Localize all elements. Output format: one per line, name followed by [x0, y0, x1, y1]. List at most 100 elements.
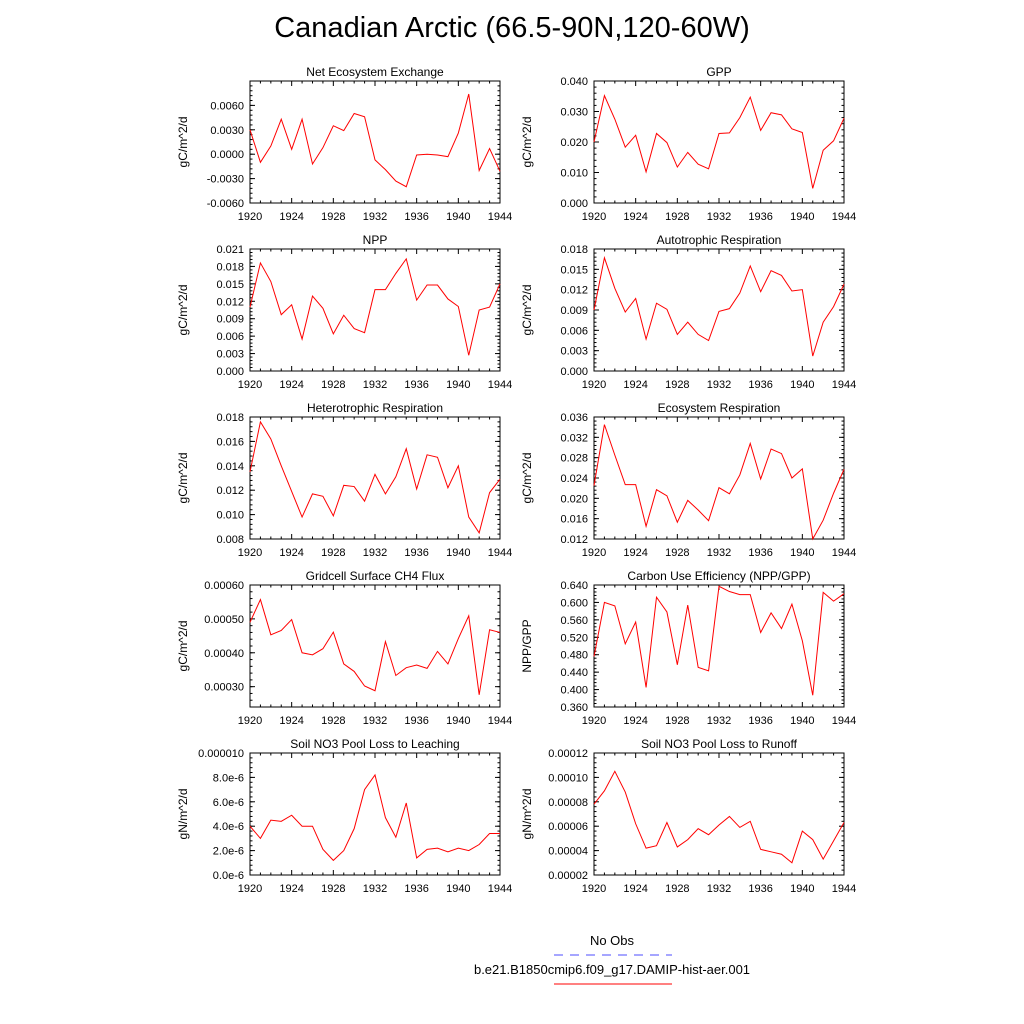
- panel-carbon-use-efficiency-npp-gpp-ytick-label: 0.600: [560, 597, 588, 609]
- panel-autotrophic-respiration-ylabel: gC/m^2/d: [520, 285, 534, 336]
- panel-heterotrophic-respiration-ytick-label: 0.014: [216, 461, 244, 473]
- panel-gpp-xtick-label: 1932: [707, 211, 731, 223]
- panel-soil-no3-pool-loss-to-runoff-xtick-label: 1936: [748, 883, 772, 895]
- panel-autotrophic-respiration-ytick-label: 0.012: [560, 285, 588, 297]
- panel-soil-no3-pool-loss-to-leaching-ytick-label: 2.0e-6: [213, 846, 244, 858]
- panel-gridcell-surface-ch4-flux-xtick-label: 1936: [404, 715, 428, 727]
- panel-heterotrophic-respiration-xtick-label: 1940: [446, 547, 470, 559]
- panel-npp-xtick-label: 1928: [321, 379, 345, 391]
- panel-gridcell-surface-ch4-flux-xtick-label: 1932: [363, 715, 387, 727]
- panel-soil-no3-pool-loss-to-leaching-xtick-label: 1932: [363, 883, 387, 895]
- panel-npp-frame: [249, 248, 501, 372]
- panel-heterotrophic-respiration-ytick-label: 0.010: [216, 510, 244, 522]
- panel-carbon-use-efficiency-npp-gpp-ylabel: NPP/GPP: [520, 619, 534, 672]
- panel-soil-no3-pool-loss-to-leaching-xtick-label: 1920: [238, 883, 262, 895]
- panel-soil-no3-pool-loss-to-runoff-ytick-label: 0.00004: [548, 846, 588, 858]
- panel-net-ecosystem-exchange-xtick-label: 1924: [279, 211, 303, 223]
- panel-ecosystem-respiration-ytick-label: 0.024: [560, 473, 588, 485]
- panel-npp-xtick-label: 1920: [238, 379, 262, 391]
- panel-ecosystem-respiration-ytick-label: 0.036: [560, 412, 588, 424]
- panel-soil-no3-pool-loss-to-runoff-xtick-label: 1928: [665, 883, 689, 895]
- panel-npp-series-line: [249, 257, 501, 356]
- panel-soil-no3-pool-loss-to-runoff-ylabel: gN/m^2/d: [520, 789, 534, 840]
- panel-gridcell-surface-ch4-flux: Gridcell Surface CH4 Flux gC/m^2/d 1920 192…: [176, 569, 512, 727]
- legend-label-model: b.e21.B1850cmip6.f09_g17.DAMIP-hist-aer.…: [474, 962, 750, 977]
- panel-soil-no3-pool-loss-to-runoff-frame: [593, 752, 845, 876]
- panel-net-ecosystem-exchange-ytick-label: -0.0030: [207, 174, 244, 186]
- panel-autotrophic-respiration-ytick-label: 0.003: [560, 346, 588, 358]
- panel-autotrophic-respiration-ytick-label: 0.009: [560, 305, 588, 317]
- panel-soil-no3-pool-loss-to-runoff-xtick-label: 1940: [790, 883, 814, 895]
- panel-soil-no3-pool-loss-to-runoff-xtick-label: 1920: [582, 883, 606, 895]
- legend: No Obs b.e21.B1850cmip6.f09_g17.DAMIP-his…: [474, 933, 750, 985]
- panel-carbon-use-efficiency-npp-gpp-ytick-label: 0.480: [560, 650, 588, 662]
- panel-autotrophic-respiration-title: Autotrophic Respiration: [657, 233, 782, 247]
- panel-npp-xtick-label: 1940: [446, 379, 470, 391]
- panel-heterotrophic-respiration-xtick-label: 1928: [321, 547, 345, 559]
- panel-heterotrophic-respiration-ylabel: gC/m^2/d: [176, 453, 190, 504]
- panel-gridcell-surface-ch4-flux-series-line: [249, 598, 501, 695]
- panel-npp-ytick-label: 0.021: [216, 244, 244, 256]
- panel-heterotrophic-respiration-xtick-label: 1924: [279, 547, 303, 559]
- panel-gridcell-surface-ch4-flux-ytick-label: 0.00040: [204, 648, 244, 660]
- panel-heterotrophic-respiration-xtick-label: 1920: [238, 547, 262, 559]
- panel-gpp-ylabel: gC/m^2/d: [520, 117, 534, 168]
- panel-heterotrophic-respiration-ytick-label: 0.016: [216, 436, 244, 448]
- panel-gridcell-surface-ch4-flux-xtick-label: 1920: [238, 715, 262, 727]
- panel-gridcell-surface-ch4-flux-xtick-label: 1928: [321, 715, 345, 727]
- panel-soil-no3-pool-loss-to-leaching-ytick-label: 4.0e-6: [213, 821, 244, 833]
- panel-net-ecosystem-exchange: Net Ecosystem Exchange gC/m^2/d 1920 1924 19…: [176, 65, 512, 223]
- panel-autotrophic-respiration-ytick-label: 0.018: [560, 244, 588, 256]
- panel-autotrophic-respiration-ytick-label: 0.006: [560, 325, 588, 337]
- panel-heterotrophic-respiration-title: Heterotrophic Respiration: [307, 401, 443, 415]
- panel-npp-xtick-label: 1932: [363, 379, 387, 391]
- panel-ecosystem-respiration-ytick-label: 0.016: [560, 514, 588, 526]
- panel-soil-no3-pool-loss-to-leaching: Soil NO3 Pool Loss to Leaching gN/m^2/d 19…: [176, 737, 512, 895]
- panel-soil-no3-pool-loss-to-leaching-frame: [249, 752, 501, 876]
- panel-ecosystem-respiration-series-line: [593, 424, 845, 541]
- panel-soil-no3-pool-loss-to-runoff: Soil NO3 Pool Loss to Runoff gN/m^2/d 1920…: [520, 737, 856, 895]
- panel-soil-no3-pool-loss-to-runoff-series-line: [593, 770, 845, 864]
- panel-carbon-use-efficiency-npp-gpp-ytick-label: 0.640: [560, 580, 588, 592]
- panel-carbon-use-efficiency-npp-gpp-title: Carbon Use Efficiency (NPP/GPP): [627, 569, 810, 583]
- panel-carbon-use-efficiency-npp-gpp-xtick-label: 1936: [748, 715, 772, 727]
- panel-autotrophic-respiration-xtick-label: 1944: [832, 379, 856, 391]
- panel-gpp-ytick-label: 0.010: [560, 168, 588, 180]
- panel-npp: NPP gC/m^2/d 1920 1924 1928 1932 1936 1940 1944 0…: [176, 233, 512, 391]
- panel-autotrophic-respiration-xtick-label: 1940: [790, 379, 814, 391]
- panel-gpp: GPP gC/m^2/d 1920 1924 1928 1932 1936 1940 1944 0…: [520, 65, 856, 223]
- panel-gpp-xtick-label: 1928: [665, 211, 689, 223]
- panel-ecosystem-respiration-ytick-label: 0.012: [560, 534, 588, 546]
- panel-soil-no3-pool-loss-to-runoff-ytick-label: 0.00010: [548, 772, 588, 784]
- panel-net-ecosystem-exchange-xtick-label: 1940: [446, 211, 470, 223]
- panel-autotrophic-respiration-series-line: [593, 255, 845, 357]
- panel-ecosystem-respiration: Ecosystem Respiration gC/m^2/d 1920 1924 192…: [520, 401, 856, 559]
- panel-ecosystem-respiration-ylabel: gC/m^2/d: [520, 453, 534, 504]
- panel-gpp-ytick-label: 0.020: [560, 137, 588, 149]
- panel-carbon-use-efficiency-npp-gpp-xtick-label: 1924: [623, 715, 647, 727]
- panel-npp-ytick-label: 0.012: [216, 296, 244, 308]
- panel-heterotrophic-respiration-frame: [249, 416, 501, 540]
- panel-npp-xtick-label: 1936: [404, 379, 428, 391]
- panel-gpp-ytick-label: 0.040: [560, 76, 588, 88]
- panel-soil-no3-pool-loss-to-leaching-xtick-label: 1924: [279, 883, 303, 895]
- panel-autotrophic-respiration-xtick-label: 1936: [748, 379, 772, 391]
- figure-title: Canadian Arctic (66.5-90N,120-60W): [274, 12, 750, 44]
- panel-ecosystem-respiration-xtick-label: 1932: [707, 547, 731, 559]
- panel-net-ecosystem-exchange-frame: [249, 80, 501, 204]
- panel-heterotrophic-respiration-xtick-label: 1932: [363, 547, 387, 559]
- panel-gridcell-surface-ch4-flux-ytick-label: 0.00060: [204, 580, 244, 592]
- panel-ecosystem-respiration-ytick-label: 0.028: [560, 453, 588, 465]
- panel-autotrophic-respiration-xtick-label: 1924: [623, 379, 647, 391]
- panel-net-ecosystem-exchange-xtick-label: 1932: [363, 211, 387, 223]
- panel-carbon-use-efficiency-npp-gpp-ytick-label: 0.440: [560, 667, 588, 679]
- panel-carbon-use-efficiency-npp-gpp-ytick-label: 0.360: [560, 702, 588, 714]
- panel-soil-no3-pool-loss-to-runoff-ytick-label: 0.00006: [548, 821, 588, 833]
- panel-carbon-use-efficiency-npp-gpp-ytick-label: 0.520: [560, 632, 588, 644]
- panel-npp-ytick-label: 0.015: [216, 279, 244, 291]
- panel-net-ecosystem-exchange-series-line: [249, 93, 501, 188]
- panel-net-ecosystem-exchange-xtick-label: 1928: [321, 211, 345, 223]
- panel-gridcell-surface-ch4-flux-xtick-label: 1940: [446, 715, 470, 727]
- panel-soil-no3-pool-loss-to-runoff-xtick-label: 1944: [832, 883, 856, 895]
